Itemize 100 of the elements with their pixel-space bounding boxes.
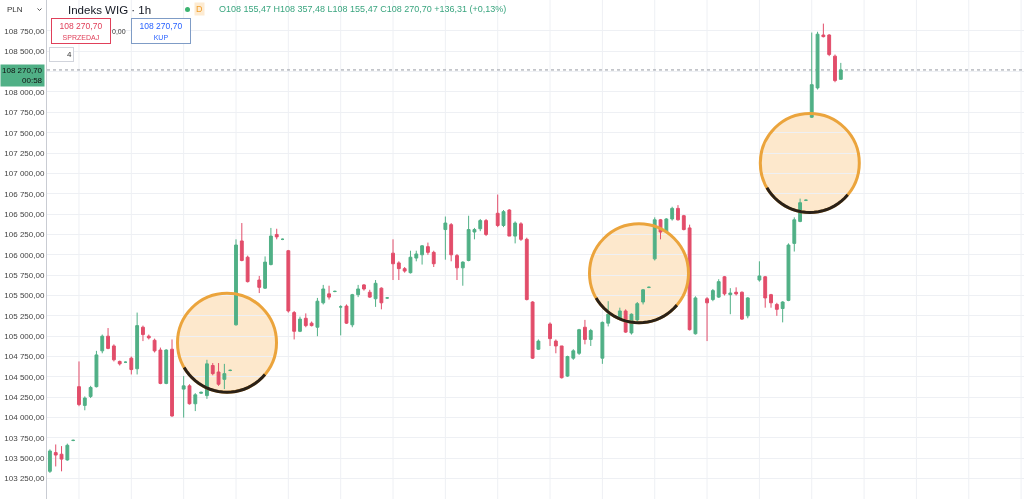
y-tick-label: 106 500,00 (4, 209, 45, 219)
y-tick-label: 106 250,00 (4, 230, 45, 240)
candlestick (257, 275, 262, 294)
y-tick-label: 103 500,00 (4, 454, 45, 464)
candlestick (693, 295, 698, 336)
candlestick (263, 255, 268, 290)
y-tick-label: 106 750,00 (4, 189, 45, 199)
y-tick-label: 103 250,00 (4, 474, 45, 484)
candlestick (455, 253, 459, 281)
candlestick (356, 284, 361, 298)
candlestick (193, 392, 198, 412)
candlestick (315, 297, 320, 337)
candlestick (298, 316, 302, 333)
candlestick (268, 227, 273, 266)
candlestick (402, 266, 407, 274)
candlestick (47, 448, 52, 474)
candlestick (484, 218, 488, 237)
y-tick-label: 108 500,00 (4, 47, 45, 57)
candlestick (501, 209, 506, 228)
candlestick (396, 260, 401, 281)
candlestick (303, 312, 308, 328)
annotation: 4 (67, 50, 72, 59)
candlestick (478, 218, 483, 232)
candlestick (420, 244, 425, 266)
candlestick (292, 310, 297, 340)
candlestick (705, 296, 709, 342)
candlestick (740, 290, 744, 321)
candlestick (65, 443, 70, 462)
candlestick (425, 242, 430, 256)
candlestick (774, 302, 779, 317)
y-tick-label: 107 750,00 (4, 108, 45, 118)
chart-subtitle: O108 155,47 H108 357,48 L108 155,47 C108 270,70 +136,31 (+0,13%) (219, 4, 507, 14)
y-tick-label: 105 500,00 (4, 291, 45, 301)
candlestick (164, 348, 169, 385)
y-tick-label: 106 000,00 (4, 250, 45, 260)
y-tick-label: 108 750,00 (4, 26, 45, 36)
y-axis-title: PLN (7, 5, 23, 14)
candlestick (524, 237, 529, 301)
y-tick-label: 105 000,00 (4, 331, 45, 341)
candlestick (821, 23, 826, 38)
candlestick (350, 293, 355, 328)
candlestick (367, 289, 372, 299)
candlestick (786, 242, 791, 302)
candlestick (583, 319, 587, 345)
candlestick (530, 300, 535, 360)
candlestick (100, 334, 105, 354)
candlestick (239, 222, 244, 262)
candlestick (745, 296, 750, 319)
candlestick (82, 395, 87, 411)
candlestick (431, 250, 436, 268)
candlestick (548, 321, 552, 347)
y-tick-label: 104 250,00 (4, 393, 45, 403)
y-tick-label: 104 000,00 (4, 413, 45, 423)
y-tick-label: 104 750,00 (4, 352, 45, 362)
y-tick-label: 103 750,00 (4, 433, 45, 443)
candlestick (536, 338, 541, 351)
candlestick (734, 286, 739, 296)
y-tick-label: 104 500,00 (4, 372, 45, 382)
candlestick (577, 328, 582, 356)
candlestick (286, 249, 291, 314)
candlestick (111, 343, 116, 362)
candlestick (379, 286, 384, 310)
candlestick (495, 194, 500, 228)
y-tick-label: 108 000,00 (4, 87, 45, 97)
candlestick (129, 356, 134, 375)
y-tick-label: 107 500,00 (4, 128, 45, 138)
candlestick (792, 216, 797, 253)
candlestick (94, 350, 99, 388)
y-tick-label: 107 000,00 (4, 169, 45, 179)
candlestick (728, 287, 733, 315)
candlestick (780, 300, 785, 323)
candlestick (77, 360, 81, 407)
candlestick (449, 222, 454, 262)
candlestick (722, 275, 727, 296)
chart-title: Indeks WIG · 1h (68, 3, 152, 16)
candlestick (338, 304, 343, 336)
candlestick (769, 293, 773, 309)
candlestick (321, 284, 326, 305)
candlestick (274, 228, 279, 240)
candlestick (559, 345, 564, 380)
candlestick (135, 312, 140, 375)
candlestick (757, 260, 762, 283)
candlestick (460, 260, 465, 287)
candlestick (588, 328, 593, 347)
candlestick (245, 255, 250, 283)
ref-line-label: 108 270,70 00:58 (2, 66, 43, 86)
candlestick (117, 360, 122, 366)
annotation: D (196, 4, 203, 14)
candlestick (670, 206, 675, 222)
candlestick (141, 325, 145, 342)
candlestick (507, 208, 512, 237)
candlestick (519, 221, 523, 242)
candlestick (763, 275, 768, 309)
candlestick (838, 62, 843, 80)
candlestick (443, 216, 448, 261)
candlestick (391, 238, 395, 281)
y-tick-label: 105 250,00 (4, 311, 45, 321)
candlestick (344, 303, 349, 325)
candlestick (553, 338, 558, 354)
candlestick (327, 285, 331, 301)
